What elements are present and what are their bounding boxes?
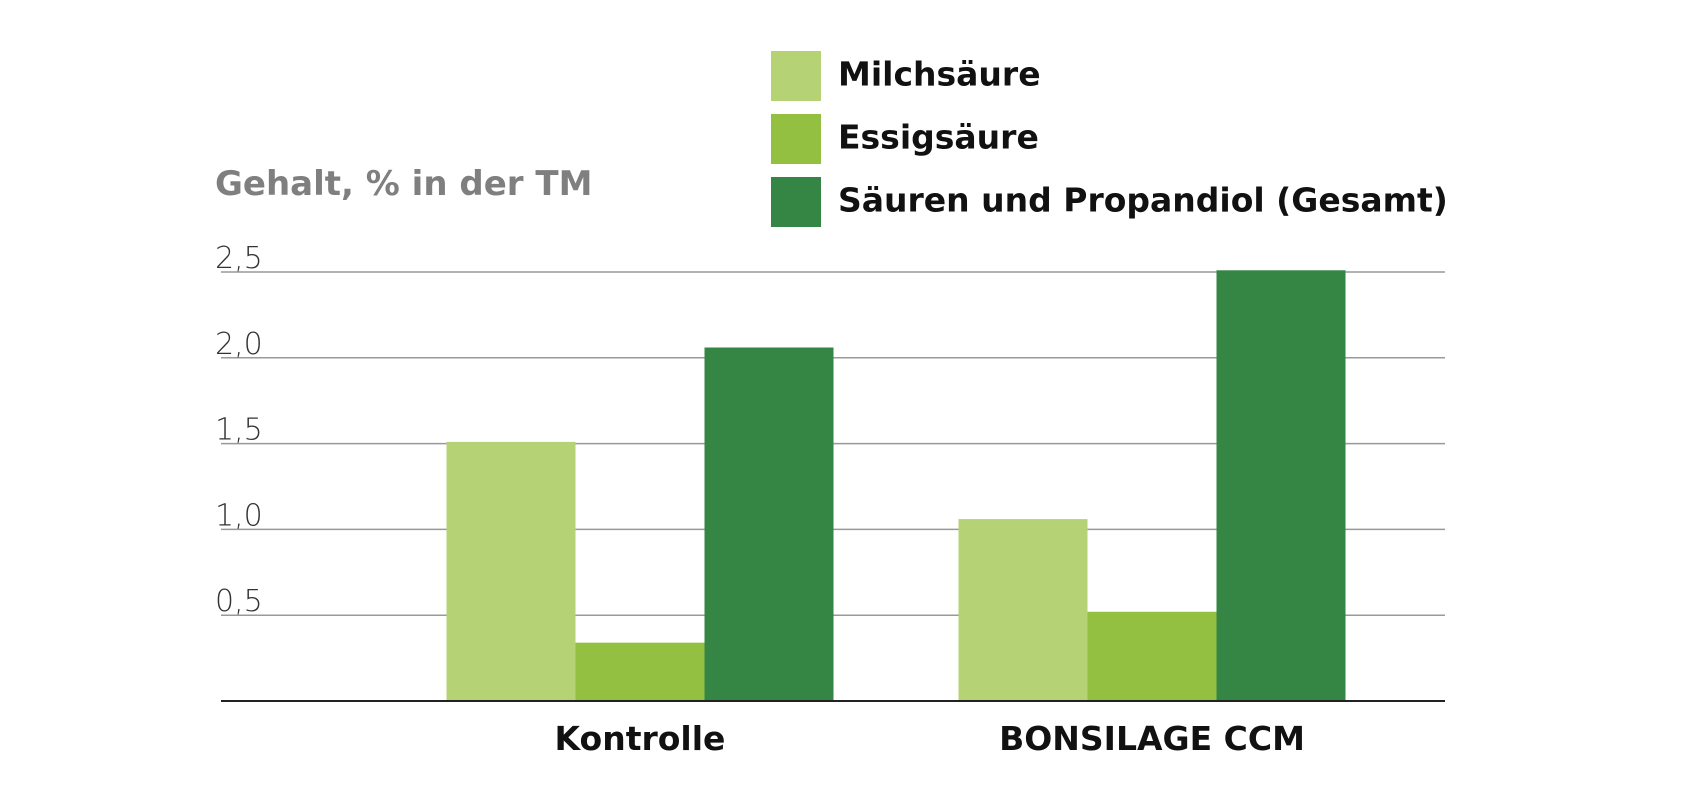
bar	[1087, 611, 1217, 701]
bar	[1216, 270, 1346, 701]
x-tick-label: Kontrolle	[555, 719, 726, 758]
bar	[575, 642, 705, 701]
y-tick-label: 0,5	[215, 584, 263, 619]
legend-label: Milchsäure	[838, 55, 1041, 94]
legend-swatch	[771, 114, 821, 164]
bar	[446, 441, 576, 701]
y-tick-label: 1,5	[215, 413, 263, 448]
y-tick-label: 2,0	[215, 327, 263, 362]
bar	[704, 347, 834, 701]
y-axis-title: Gehalt, % in der TM	[215, 164, 592, 204]
x-tick-label: BONSILAGE CCM	[999, 719, 1305, 758]
y-tick-label: 2,5	[215, 241, 263, 276]
legend-swatch	[771, 51, 821, 101]
legend-label: Säuren und Propandiol (Gesamt)	[838, 181, 1448, 220]
bar	[958, 519, 1088, 701]
y-tick-label: 1,0	[215, 498, 263, 533]
legend-label: Essigsäure	[838, 118, 1039, 157]
legend-swatch	[771, 177, 821, 227]
